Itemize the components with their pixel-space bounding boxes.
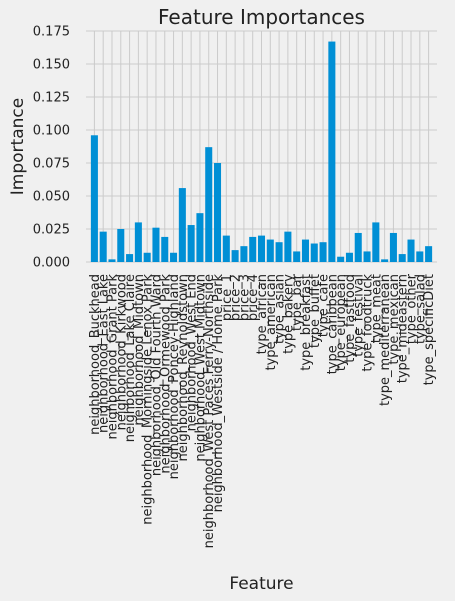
x-tick-label: neighborhood_Ormewood Park: [158, 274, 173, 474]
bar: [117, 229, 125, 262]
x-tick-label: neighborhood_Reynoldstown: [176, 274, 191, 461]
y-axis-title: Importance: [8, 98, 28, 195]
x-tick-label: price_4: [246, 274, 261, 321]
bar: [108, 259, 116, 262]
y-tick-label: 0.075: [33, 157, 70, 172]
bar: [240, 246, 248, 262]
y-tick-label: 0.125: [33, 91, 70, 106]
x-tick-label: neighborhood_West End: [185, 274, 200, 431]
bar: [187, 225, 195, 262]
bar: [407, 239, 415, 262]
bar: [337, 256, 345, 262]
x-tick-label: type_other: [405, 273, 420, 344]
bar: [319, 242, 327, 262]
x-tick-label: neighborhood_West Paces Ferry-Northside: [202, 274, 217, 548]
bar: [389, 232, 397, 262]
x-tick-label: neighborhood_Midtown: [132, 274, 147, 426]
bar: [126, 254, 134, 262]
bar: [310, 243, 318, 262]
x-tick-label: neighborhood_Westside / Home Park: [211, 274, 226, 513]
x-tick-label: type_caribbean: [325, 274, 340, 374]
x-tick-label: neighborhood_Poncey-Highland: [167, 274, 182, 479]
bar: [328, 41, 336, 263]
x-tick-label: type_asian: [273, 274, 288, 344]
x-axis-title: Feature: [229, 574, 293, 594]
bar: [275, 242, 283, 262]
bar: [398, 254, 406, 262]
x-tick-label: neighborhood_Old Fourth Ward: [149, 274, 164, 476]
x-tick-label: neighborhood_Grant Park: [105, 274, 120, 440]
x-tick-label: type_african: [255, 274, 270, 354]
bar: [205, 147, 213, 262]
y-tick-label: 0.025: [33, 223, 70, 238]
bar: [345, 252, 353, 262]
x-tick-label: type_cafe: [317, 274, 332, 337]
x-tick-label: type_bar: [290, 273, 305, 331]
y-tick-label: 0.175: [33, 25, 70, 40]
x-tick-label: neighborhood_Kirkwood: [114, 274, 129, 430]
bar: [381, 259, 389, 262]
bar: [90, 135, 98, 262]
bar: [249, 236, 257, 262]
bar: [354, 232, 362, 262]
x-tick-label: type_fastfood: [343, 274, 358, 363]
bar: [284, 231, 292, 262]
x-tick-label: type_bakery: [281, 274, 296, 354]
bar: [372, 222, 380, 262]
bar: [99, 231, 107, 262]
bars: [90, 41, 433, 263]
bar: [266, 239, 274, 262]
bar: [301, 239, 309, 262]
x-tick-label: type_mediterranean: [378, 274, 393, 406]
bar: [134, 222, 142, 262]
x-tick-label: type_foodtruck: [361, 274, 376, 372]
y-axis-ticks: 0.000 0.025 0.050 0.075 0.100 0.125 0.150 0.175: [33, 25, 70, 271]
x-tick-label: type_meat: [369, 274, 384, 343]
bar: [222, 235, 230, 262]
x-tick-label: type_salad: [413, 274, 428, 344]
bar: [231, 250, 239, 262]
bar: [293, 251, 301, 262]
x-tick-label: price_3: [237, 274, 252, 321]
x-tick-label: type_specificDiet: [422, 274, 437, 385]
x-tick-label: neighborhood_Lake Claire: [123, 274, 138, 442]
bar: [214, 163, 222, 262]
x-tick-label: type_buffet: [308, 274, 323, 348]
x-tick-label: type_european: [334, 274, 349, 371]
x-tick-label: type_breakfast: [299, 274, 314, 371]
bar: [152, 227, 160, 262]
bar: [143, 252, 151, 262]
y-tick-label: 0.150: [33, 58, 70, 73]
bar: [161, 236, 169, 262]
x-tick-label: neighborhood_West Midtown: [193, 274, 208, 462]
chart-title: Feature Importances: [158, 5, 365, 29]
y-tick-label: 0.000: [33, 256, 70, 271]
x-tick-label: price_2: [229, 274, 244, 321]
bar: [416, 251, 424, 262]
x-tick-label: neighborhood_East Lake: [97, 274, 112, 433]
bar: [196, 213, 204, 262]
y-tick-label: 0.100: [33, 124, 70, 139]
y-tick-label: 0.050: [33, 190, 70, 205]
x-tick-label: neighborhood_Morningside Lenox Park: [141, 274, 156, 525]
x-tick-label: type_mexican: [387, 274, 402, 365]
bar: [425, 246, 433, 262]
bar: [170, 252, 178, 262]
x-tick-label: type_american: [264, 274, 279, 370]
x-tick-label: type_mideastern: [396, 274, 411, 383]
bar: [178, 188, 186, 262]
bar: [257, 235, 266, 262]
bar: [363, 251, 371, 262]
x-tick-label: price_1: [220, 274, 235, 321]
x-tick-label: neighborhood_Buckhead: [88, 274, 103, 435]
x-tick-label: type_festival: [352, 274, 367, 357]
